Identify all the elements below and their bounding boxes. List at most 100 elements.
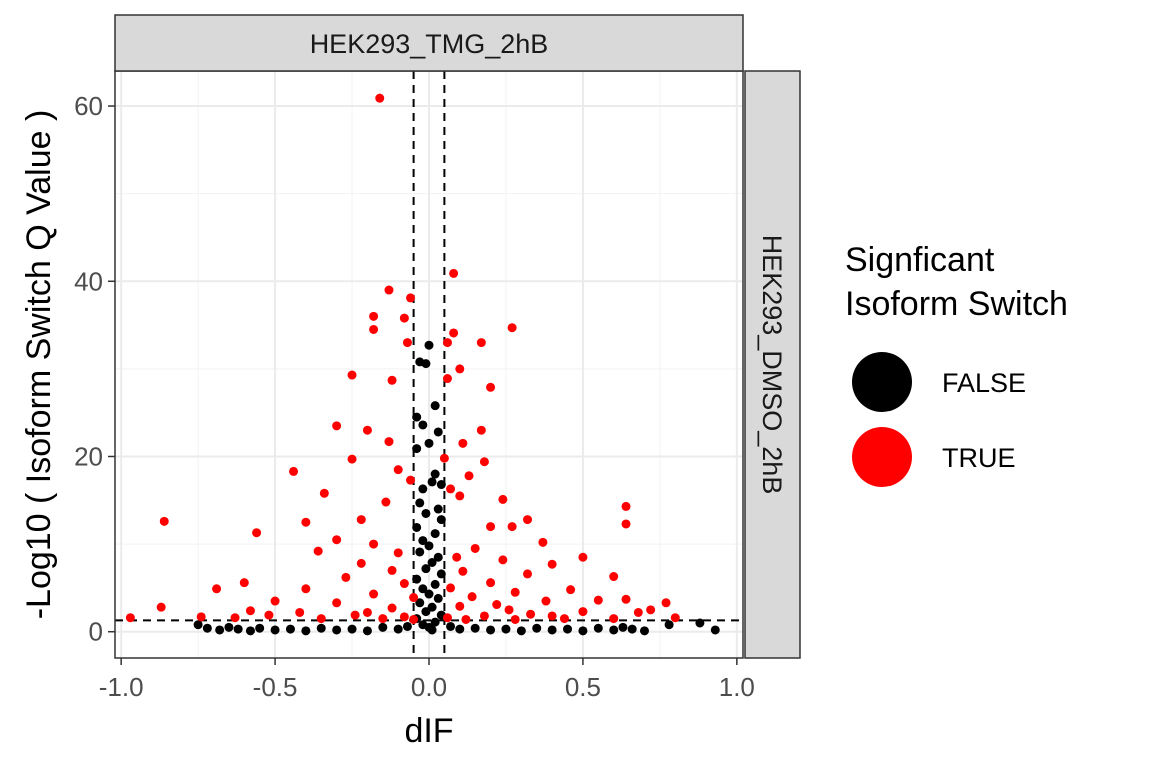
data-point-false: [618, 622, 628, 632]
data-point-false: [285, 624, 295, 634]
data-point-false: [433, 552, 443, 562]
data-point-true: [455, 601, 465, 611]
data-point-true: [332, 535, 342, 545]
data-point-false: [424, 438, 434, 448]
data-point-false: [418, 484, 428, 494]
data-point-false: [609, 625, 619, 635]
data-point-true: [212, 584, 222, 594]
data-point-true: [402, 338, 412, 348]
data-point-false: [436, 569, 446, 579]
y-tick-label: 0: [89, 617, 103, 647]
data-point-false: [563, 624, 573, 634]
data-point-false: [427, 477, 437, 487]
data-point-false: [424, 340, 434, 350]
data-point-true: [409, 614, 419, 624]
data-point-true: [559, 614, 569, 624]
data-point-true: [470, 543, 480, 553]
data-point-true: [523, 515, 533, 525]
data-point-false: [301, 626, 311, 636]
data-point-true: [439, 453, 449, 463]
y-tick-label: 20: [74, 441, 103, 471]
y-axis-title: -Log10 ( Isoform Switch Q Value ): [20, 110, 58, 620]
data-point-true: [593, 595, 603, 605]
data-point-true: [476, 425, 486, 435]
data-point-false: [710, 625, 720, 635]
data-point-false: [430, 401, 440, 411]
data-point-true: [362, 607, 372, 617]
data-point-true: [538, 537, 548, 547]
data-point-true: [409, 593, 419, 603]
data-point-false: [427, 625, 437, 635]
data-point-true: [393, 465, 403, 475]
data-point-false: [362, 626, 372, 636]
data-point-false: [193, 620, 203, 630]
data-point-true: [578, 552, 588, 562]
data-point-false: [430, 617, 440, 627]
data-point-true: [479, 611, 489, 621]
data-point-true: [455, 491, 465, 501]
data-point-false: [430, 469, 440, 479]
data-point-true: [458, 438, 468, 448]
data-point-false: [233, 624, 243, 634]
data-point-false: [424, 589, 434, 599]
data-point-true: [369, 589, 379, 599]
data-point-false: [593, 623, 603, 633]
data-point-true: [301, 517, 311, 527]
data-point-false: [215, 625, 225, 635]
facet-row-label: HEK293_DMSO_2hB: [757, 235, 787, 495]
axis-ticks: -1.0 -0.5 0.0 0.5 1.0 0 20 40 60: [74, 91, 755, 702]
data-point-true: [442, 613, 452, 623]
data-point-true: [442, 374, 452, 384]
data-point-true: [541, 596, 551, 606]
legend-label-false: FALSE: [942, 368, 1026, 398]
data-point-false: [470, 623, 480, 633]
data-point-true: [350, 610, 360, 620]
data-point-true: [467, 592, 477, 602]
data-point-false: [486, 625, 496, 635]
data-point-true: [356, 558, 366, 568]
data-point-false: [532, 623, 542, 633]
x-tick-label: 0.0: [411, 672, 447, 702]
data-point-false: [402, 621, 412, 631]
data-point-false: [418, 536, 428, 546]
data-point-false: [316, 623, 326, 633]
data-point-false: [418, 584, 428, 594]
data-point-true: [523, 569, 533, 579]
data-point-true: [504, 605, 514, 615]
data-point-true: [159, 516, 169, 526]
data-point-false: [347, 624, 357, 634]
data-point-true: [458, 566, 468, 576]
data-point-false: [430, 579, 440, 589]
data-point-true: [245, 606, 255, 616]
data-point-true: [356, 515, 366, 525]
data-point-true: [486, 382, 496, 392]
data-point-true: [621, 594, 631, 604]
data-point-true: [289, 466, 299, 476]
data-point-true: [479, 457, 489, 467]
data-point-true: [442, 338, 452, 348]
data-point-true: [446, 583, 456, 593]
data-point-false: [433, 427, 443, 437]
data-point-true: [621, 519, 631, 529]
data-point-true: [362, 425, 372, 435]
data-point-false: [412, 444, 422, 454]
data-point-true: [609, 572, 619, 582]
data-point-true: [369, 324, 379, 334]
data-point-true: [476, 338, 486, 348]
data-point-true: [387, 565, 397, 575]
legend: Signficant Isoform Switch FALSE TRUE: [845, 241, 1068, 487]
data-point-false: [412, 574, 422, 584]
data-point-true: [486, 578, 496, 588]
data-point-false: [421, 564, 431, 574]
data-point-false: [433, 504, 443, 514]
data-point-false: [255, 623, 265, 633]
data-point-true: [547, 559, 557, 569]
data-point-false: [332, 625, 342, 635]
data-point-false: [412, 412, 422, 422]
data-point-false: [501, 624, 511, 634]
data-point-true: [332, 598, 342, 608]
data-point-true: [239, 578, 249, 588]
data-point-true: [316, 614, 326, 624]
data-point-true: [378, 614, 388, 624]
